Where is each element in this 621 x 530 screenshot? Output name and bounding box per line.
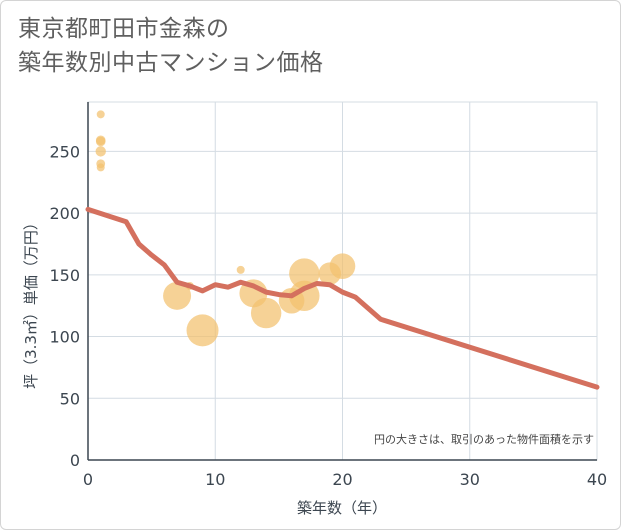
scatter-point <box>163 281 192 310</box>
scatter-point <box>250 297 282 329</box>
y-tick-labels: 0 50 100 150 200 250 <box>49 142 80 470</box>
scatter-point <box>329 253 356 279</box>
x-tick-label: 0 <box>83 470 93 489</box>
chart-title: 東京都町田市金森の 築年数別中古マンション価格 <box>18 12 578 80</box>
scatter-point <box>186 314 219 347</box>
bubble-size-note: 円の大きさは、取引のあった物件面積を示す <box>374 432 594 446</box>
x-axis-label: 築年数（年） <box>297 499 387 517</box>
scatter-point <box>289 258 320 289</box>
y-tick-label: 200 <box>49 204 80 223</box>
y-tick-label: 100 <box>49 328 80 347</box>
scatter-points <box>95 110 356 347</box>
y-tick-label: 50 <box>60 389 80 408</box>
x-tick-label: 30 <box>460 470 480 489</box>
trend-line <box>85 206 600 390</box>
y-tick-label: 150 <box>49 266 80 285</box>
x-tick-label: 10 <box>205 470 225 489</box>
y-tick-label: 0 <box>70 451 80 470</box>
trend-line-group <box>85 206 600 390</box>
grid <box>87 101 598 461</box>
x-tick-labels: 0 10 20 30 40 <box>83 470 607 489</box>
y-axis-label: 坪（3.3㎡）単価（万円） <box>22 215 40 389</box>
scatter-point <box>95 136 106 147</box>
x-tick-label: 20 <box>332 470 352 489</box>
scatter-point <box>96 163 105 172</box>
chart-title-line1: 東京都町田市金森の <box>18 16 230 42</box>
scatter-point <box>96 110 105 119</box>
scatter-point <box>289 280 320 312</box>
scatter-point <box>236 265 245 274</box>
scatter-point <box>95 146 106 157</box>
y-tick-label: 250 <box>49 142 80 161</box>
x-tick-label: 40 <box>587 470 607 489</box>
chart-title-line2: 築年数別中古マンション価格 <box>18 50 324 76</box>
